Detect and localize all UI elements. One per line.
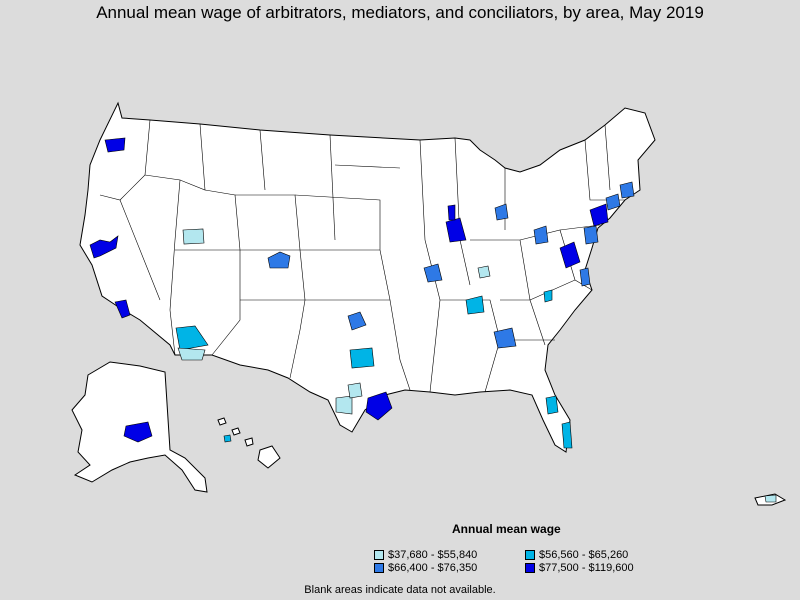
- legend-swatch-1: [374, 550, 384, 560]
- area-los-angeles: [114, 299, 131, 319]
- area-tucson: [177, 347, 206, 361]
- area-milwaukee: [447, 204, 456, 221]
- legend-label-3: $66,400 - $76,350: [388, 562, 478, 574]
- area-phoenix: [175, 325, 209, 351]
- state-borders: [99, 119, 625, 393]
- legend-item-3: $66,400 - $76,350: [374, 561, 477, 575]
- area-houston: [365, 391, 393, 421]
- legend-label-1: $37,680 - $55,840: [388, 549, 478, 561]
- area-portland: [104, 137, 126, 153]
- legend-item-4: $77,500 - $119,600: [525, 561, 634, 575]
- legend-swatch-2: [525, 550, 535, 560]
- legend-title: Annual mean wage: [452, 522, 561, 536]
- contiguous-us: [79, 101, 656, 453]
- area-boston: [619, 181, 635, 199]
- area-connecticut: [605, 193, 621, 211]
- area-dallas: [349, 347, 375, 369]
- map-title: Annual mean wage of arbitrators, mediato…: [96, 3, 704, 22]
- area-puerto-rico-sj: [764, 494, 777, 503]
- area-denver: [267, 251, 291, 269]
- area-albuquerque: [347, 311, 367, 331]
- area-st-louis: [423, 263, 443, 283]
- area-nashville: [465, 295, 485, 315]
- hawaii: [217, 417, 281, 469]
- footnote: Blank areas indicate data not available.: [304, 584, 496, 596]
- area-san-antonio: [347, 382, 363, 399]
- area-pittsburgh: [533, 225, 549, 245]
- area-atlanta: [493, 327, 517, 349]
- legend-label-4: $77,500 - $119,600: [539, 562, 634, 574]
- legend-label-2: $56,560 - $65,260: [539, 549, 629, 561]
- area-orlando: [545, 395, 559, 415]
- area-utah: [182, 228, 205, 245]
- area-virginia: [543, 289, 553, 303]
- area-detroit: [494, 203, 509, 221]
- area-new-york: [589, 203, 609, 227]
- area-fills: [89, 137, 777, 503]
- legend-swatch-4: [525, 563, 535, 573]
- area-chicago: [445, 217, 467, 243]
- area-kentucky: [477, 265, 491, 279]
- legend-item-1: $37,680 - $55,840: [374, 548, 477, 562]
- area-sf-bay: [89, 235, 119, 259]
- area-hawaii-oahu: [223, 434, 232, 443]
- area-norfolk: [579, 267, 591, 287]
- area-miami: [561, 421, 573, 449]
- area-anchorage: [123, 421, 153, 443]
- area-austin: [335, 395, 353, 415]
- legend-swatch-3: [374, 563, 384, 573]
- legend-item-2: $56,560 - $65,260: [525, 548, 628, 562]
- area-washington: [559, 241, 581, 269]
- area-philadelphia: [583, 225, 599, 245]
